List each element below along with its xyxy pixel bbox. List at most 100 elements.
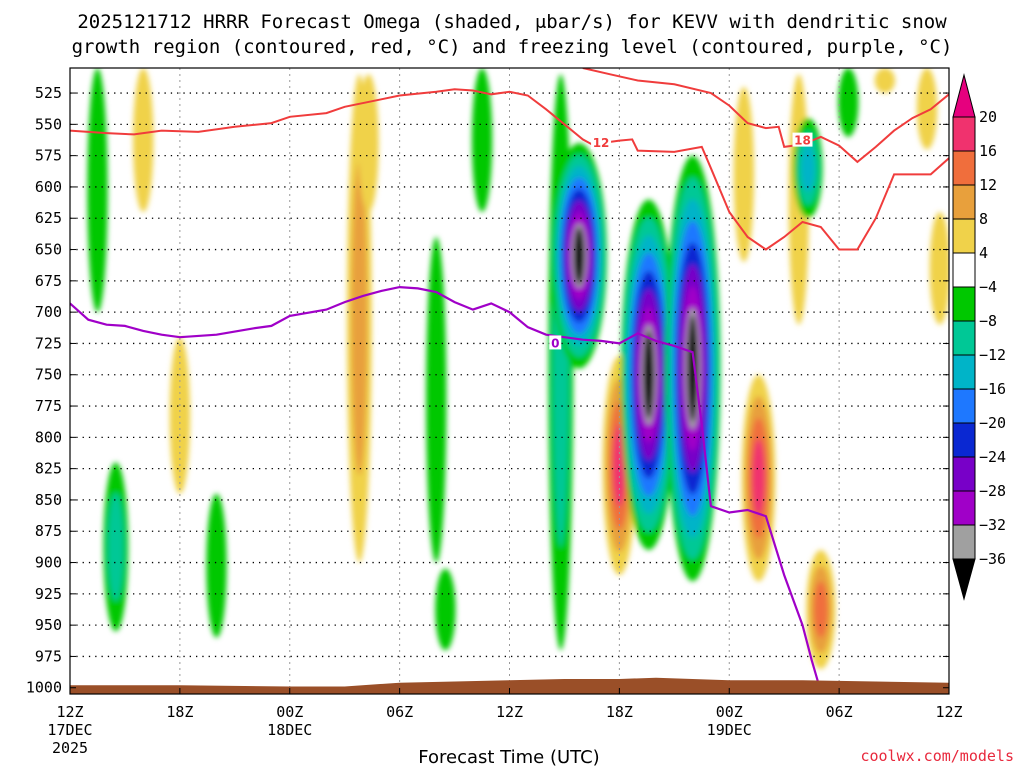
colorbar-label-8: −16 — [979, 380, 1006, 398]
x-axis-label: Forecast Time (UTC) — [418, 747, 599, 768]
omega-cell-14 — [664, 155, 721, 582]
omega-level-11-8 — [573, 227, 585, 284]
colorbar-top-arrow — [952, 73, 976, 118]
x-tick-label-4: 12Z — [496, 703, 523, 721]
omega-cell-21 — [874, 68, 896, 94]
omega-level-1-1 — [107, 492, 124, 602]
y-tick-label-925: 925 — [35, 585, 62, 603]
colorbar-bin-9 — [952, 422, 976, 458]
colorbar-label-12: −32 — [979, 516, 1006, 534]
omega-level-2-0 — [133, 68, 154, 212]
colorbar-bin-2 — [952, 184, 976, 220]
colorbar-bin-6 — [952, 320, 976, 356]
omega-level-0-0 — [87, 68, 108, 313]
omega-cell-16 — [741, 374, 776, 582]
contours: 12 18 0 — [70, 68, 949, 692]
omega-shading — [87, 68, 949, 669]
colorbar-label-3: 8 — [979, 210, 988, 228]
y-tick-label-825: 825 — [35, 460, 62, 478]
omega-cell-7 — [426, 236, 447, 563]
colorbar-label-6: −8 — [979, 312, 997, 330]
y-tick-label-875: 875 — [35, 522, 62, 540]
y-tick-label-700: 700 — [35, 303, 62, 321]
y-tick-label-575: 575 — [35, 147, 62, 165]
y-tick-label-650: 650 — [35, 241, 62, 259]
y-tick-label-1000: 1000 — [26, 679, 62, 697]
omega-cell-4 — [206, 493, 227, 638]
omega-level-20-0 — [838, 68, 859, 137]
y-axis: 525 550 575 600 625 650 675 700 725 750 775 800 825 8… — [26, 84, 949, 697]
red-contour-label--18: 18 — [794, 134, 811, 148]
omega-cell-9 — [471, 68, 493, 212]
omega-level-6-0 — [358, 74, 379, 213]
omega-cell-19 — [806, 549, 836, 669]
omega-cell-18 — [793, 118, 823, 219]
x-tick-label-1: 18Z — [166, 703, 193, 721]
x-tick-date-0: 17DEC — [47, 721, 92, 739]
omega-level-23-0 — [929, 212, 949, 325]
gridlines — [70, 68, 949, 694]
colorbar-label-10: −24 — [979, 448, 1006, 466]
x-tick-label-2: 00Z — [276, 703, 303, 721]
colorbar-bin-0 — [952, 116, 976, 152]
y-tick-label-775: 775 — [35, 397, 62, 415]
colorbar-bin-8 — [952, 388, 976, 424]
y-tick-label-550: 550 — [35, 115, 62, 133]
colorbar-label-11: −28 — [979, 482, 1006, 500]
omega-level-5-1 — [351, 161, 368, 476]
y-tick-label-725: 725 — [35, 334, 62, 352]
omega-level-9-0 — [471, 68, 493, 212]
omega-cell-13 — [620, 199, 677, 551]
colorbar-bin-11 — [952, 490, 976, 526]
omega-level-18-2 — [801, 144, 815, 192]
colorbar-label-13: −36 — [979, 550, 1006, 568]
y-tick-label-675: 675 — [35, 272, 62, 290]
omega-level-19-2 — [813, 581, 828, 638]
colorbar-bin-3 — [952, 218, 976, 254]
omega-cell-11 — [551, 143, 607, 369]
freezing-level-label: 0 — [551, 336, 559, 350]
y-tick-label-525: 525 — [35, 84, 62, 102]
omega-cell-2 — [133, 68, 154, 212]
omega-level-3-0 — [169, 337, 191, 494]
omega-level-21-0 — [874, 68, 896, 94]
credit-text: coolwx.com/models — [860, 747, 1014, 765]
colorbar-label-7: −12 — [979, 346, 1006, 364]
x-tick-label-6: 00Z — [716, 703, 743, 721]
x-tick-year-0: 2025 — [52, 739, 88, 757]
x-tick-label-5: 18Z — [606, 703, 633, 721]
colorbar-label-2: 12 — [979, 176, 997, 194]
y-tick-label-625: 625 — [35, 209, 62, 227]
colorbar-bottom-arrow — [952, 558, 976, 601]
freezing-level-label-bg — [549, 335, 562, 350]
colorbar-bin-7 — [952, 354, 976, 390]
y-tick-label-750: 750 — [35, 366, 62, 384]
red-contour-label-bg--12 — [591, 135, 612, 150]
colorbar-label-0: 20 — [979, 108, 997, 126]
omega-cell-22 — [916, 68, 938, 150]
y-tick-label-800: 800 — [35, 428, 62, 446]
colorbar-label-9: −20 — [979, 414, 1006, 432]
omega-level-22-0 — [916, 68, 938, 150]
x-tick-label-7: 06Z — [826, 703, 853, 721]
omega-cell-20 — [838, 68, 859, 137]
omega-level-16-3 — [752, 439, 765, 517]
chart-title-line1: 2025121712 HRRR Forecast Omega (shaded, … — [77, 11, 947, 33]
omega-level-8-0 — [435, 568, 456, 651]
colorbar-bin-10 — [952, 456, 976, 492]
colorbar: 20 16 12 8 4 −4 −8 −12 −16 −20 −24 −28 −32 −36 — [952, 73, 1006, 601]
y-tick-label-600: 600 — [35, 178, 62, 196]
x-tick-label-3: 06Z — [386, 703, 413, 721]
colorbar-bin-12 — [952, 524, 976, 560]
freezing-level-contour — [70, 285, 822, 692]
omega-level-4-0 — [206, 493, 227, 638]
chart-title-line2: growth region (contoured, red, °C) and f… — [72, 36, 953, 58]
omega-level-7-0 — [426, 236, 447, 563]
colorbar-label-1: 16 — [979, 142, 997, 160]
x-tick-date-6: 19DEC — [707, 721, 752, 739]
colorbar-label-5: −4 — [979, 278, 997, 296]
y-tick-label-900: 900 — [35, 554, 62, 572]
red-contour--18 — [582, 68, 949, 164]
